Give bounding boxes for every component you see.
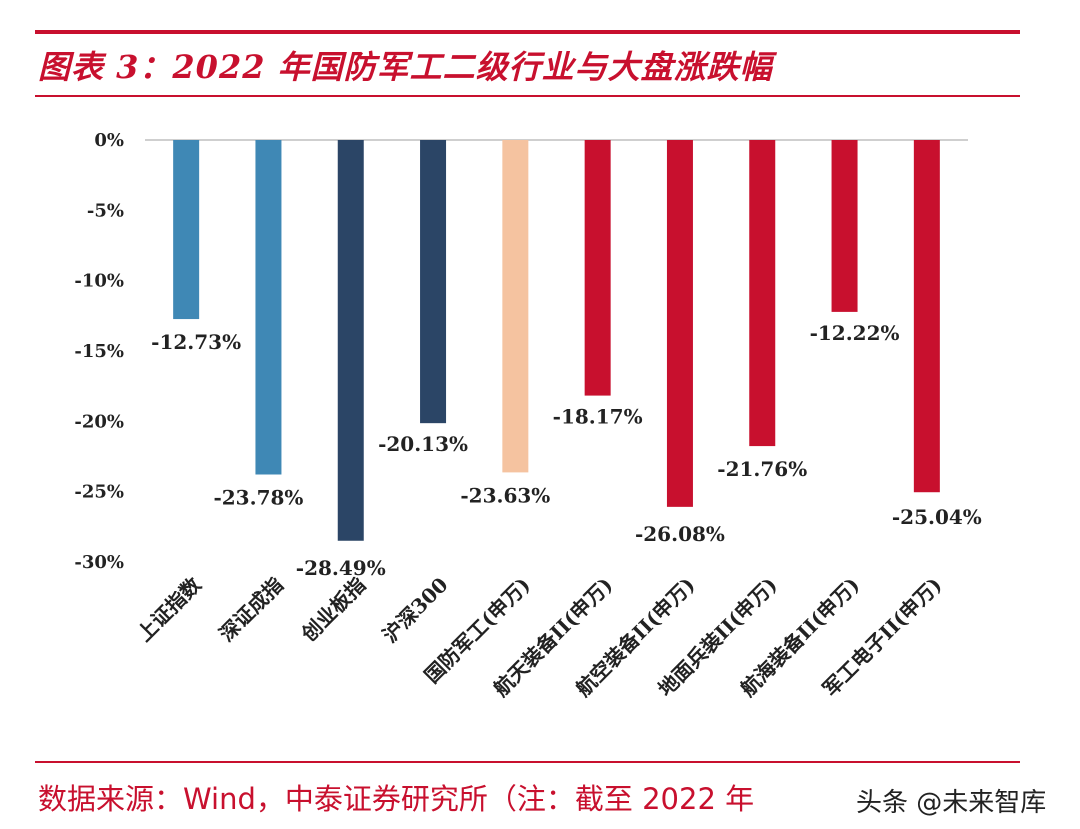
watermark-box	[850, 776, 1050, 820]
data-label: -20.13%	[378, 432, 468, 456]
bar	[420, 140, 447, 424]
category-labels: 上证指数 深证成指 创业板指 沪深300国防军工(申万)航天装备II(申万)航空装备I…	[132, 572, 946, 701]
bar	[255, 140, 282, 475]
category-label: 创业板指	[296, 573, 370, 647]
category-label: 上证指数	[132, 572, 206, 646]
data-label: -21.76%	[717, 457, 807, 481]
source-note: 数据来源：Wind，中泰证券研究所（注：截至 2022 年	[38, 782, 755, 816]
y-tick-label: -30%	[74, 552, 124, 573]
data-label: -23.78%	[213, 486, 303, 510]
top-rule	[35, 30, 1020, 34]
bar	[502, 140, 529, 473]
bar	[173, 140, 200, 320]
bottom-rule	[35, 761, 1020, 763]
data-label: -23.63%	[460, 483, 550, 507]
y-tick-label: -25%	[74, 482, 124, 503]
y-tick-label: -5%	[87, 200, 124, 221]
y-tick-label: 0%	[94, 130, 124, 151]
data-label: -28.49%	[296, 556, 386, 580]
data-labels: -12.73% -23.78% -28.49% -20.13% -23.63% -18.1…	[151, 321, 982, 580]
data-label: -12.73%	[151, 330, 241, 354]
bar-chart: 0% -5% -10% -15% -20% -25% -30% -12.73% -23.78%…	[74, 130, 982, 701]
data-label: -26.08%	[635, 522, 725, 546]
data-label: -25.04%	[892, 505, 982, 529]
bar	[913, 140, 940, 493]
bar	[337, 140, 364, 541]
bar	[666, 140, 693, 507]
data-label: -18.17%	[553, 405, 643, 429]
category-label: 沪深300	[378, 573, 453, 648]
y-tick-label: -15%	[74, 341, 124, 362]
chart-title: 图表 3：2022 年国防军工二级行业与大盘涨跌幅	[38, 48, 773, 86]
y-tick-label: -20%	[74, 411, 124, 432]
bars	[173, 140, 940, 541]
bar	[749, 140, 776, 447]
y-tick-label: -10%	[74, 271, 124, 292]
bar	[831, 140, 858, 312]
y-axis: 0% -5% -10% -15% -20% -25% -30%	[74, 130, 968, 573]
title-rule	[35, 95, 1020, 97]
watermark-text: 头条 @未来智库	[856, 788, 1047, 818]
bar	[584, 140, 611, 396]
data-label: -12.22%	[810, 321, 900, 345]
category-label: 深证成指	[214, 573, 288, 647]
